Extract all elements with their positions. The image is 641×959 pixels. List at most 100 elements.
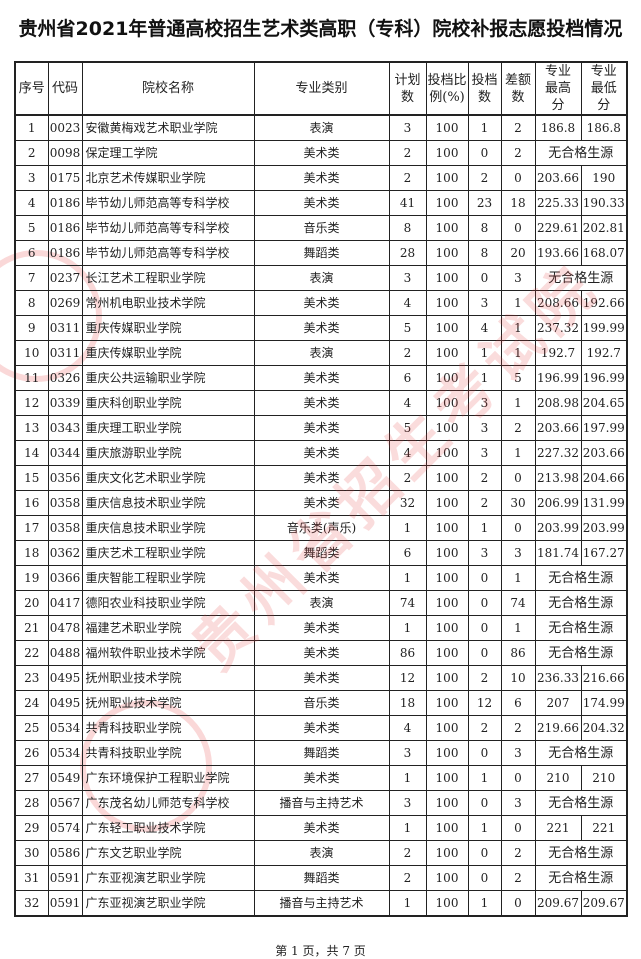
- table-cell: 0: [467, 590, 502, 616]
- table-cell: 0311: [47, 315, 83, 341]
- table-cell: 0237: [47, 265, 83, 291]
- table-cell: 0417: [47, 590, 83, 616]
- table-cell: 192.66: [580, 290, 628, 316]
- table-cell: 100: [425, 765, 469, 791]
- table-cell: 221: [580, 815, 628, 841]
- table-row: 11 0326 重庆公共运输职业学院 美术类 6 100 1 5 196.99 196.99: [14, 365, 628, 391]
- table-cell: 0339: [47, 390, 83, 416]
- table-cell: 共青科技职业学院: [81, 740, 255, 766]
- table-cell: 2: [500, 715, 536, 741]
- table-cell: 德阳农业科技职业学院: [81, 590, 255, 616]
- table-cell: 美术类: [253, 165, 390, 191]
- table-cell: 20: [500, 240, 536, 266]
- table-cell: 舞蹈类: [253, 740, 390, 766]
- table-row: 5 0186 毕节幼儿师范高等专科学校 音乐类 8 100 8 0 229.61 202.81: [14, 215, 628, 241]
- table-cell: 音乐类: [253, 690, 390, 716]
- table-row: 27 0549 广东环境保护工程职业学院 美术类 1 100 1 0 210 210: [14, 765, 628, 791]
- table-cell: 美术类: [253, 415, 390, 441]
- table-cell: 2: [14, 140, 49, 166]
- table-cell: 12: [467, 690, 502, 716]
- table-cell: 204.32: [580, 715, 628, 741]
- table-cell: 0358: [47, 490, 83, 516]
- table-row: 24 0495 抚州职业技术学院 音乐类 18 100 12 6 207 174.99: [14, 690, 628, 716]
- no-source-cell: 无合格生源: [534, 140, 628, 166]
- table-cell: 219.66: [534, 715, 582, 741]
- no-source-cell: 无合格生源: [534, 565, 628, 591]
- table-cell: 1: [467, 515, 502, 541]
- table-row: 17 0358 重庆信息技术职业学院 音乐类(声乐) 1 100 1 0 203.99 203.9…: [14, 515, 628, 541]
- table-cell: 100: [425, 690, 469, 716]
- table-cell: 29: [14, 815, 49, 841]
- table-cell: 0: [500, 165, 536, 191]
- table-cell: 100: [425, 114, 469, 141]
- table-row: 7 0237 长江艺术工程职业学院 表演 3 100 0 3 无合格生源: [14, 265, 628, 291]
- table-cell: 8: [467, 240, 502, 266]
- column-header: 序号: [14, 61, 49, 116]
- table-cell: 100: [425, 315, 469, 341]
- table-row: 19 0366 重庆智能工程职业学院 美术类 1 100 0 1 无合格生源: [14, 565, 628, 591]
- table-cell: 100: [425, 465, 469, 491]
- table-cell: 1: [467, 114, 502, 141]
- table-cell: 重庆艺术工程职业学院: [81, 540, 255, 566]
- table-cell: 0: [467, 565, 502, 591]
- table-cell: 3: [500, 790, 536, 816]
- table-cell: 3: [467, 540, 502, 566]
- table-row: 1 0023 安徽黄梅戏艺术职业学院 表演 3 100 1 2 186.8 186.8: [14, 114, 628, 141]
- table-cell: 0175: [47, 165, 83, 191]
- table-cell: 23: [14, 665, 49, 691]
- admission-table: 序号 代码 院校名称 专业类别 计划数 投档比例(%) 投档数 差额数 专业最高分 专业最低分 1…: [14, 61, 628, 917]
- table-cell: 抚州职业技术学院: [81, 665, 255, 691]
- page-footer: 第 1 页，共 7 页: [275, 944, 366, 958]
- table-cell: 0: [500, 515, 536, 541]
- table-cell: 7: [14, 265, 49, 291]
- table-cell: 203.66: [534, 165, 582, 191]
- table-cell: 美术类: [253, 640, 390, 666]
- no-source-cell: 无合格生源: [534, 640, 628, 666]
- table-cell: 237.32: [534, 315, 582, 341]
- table-row: 2 0098 保定理工学院 美术类 2 100 0 2 无合格生源: [14, 140, 628, 166]
- column-header: 院校名称: [81, 61, 255, 116]
- table-cell: 229.61: [534, 215, 582, 241]
- table-cell: 0269: [47, 290, 83, 316]
- table-cell: 4: [467, 315, 502, 341]
- table-cell: 重庆智能工程职业学院: [81, 565, 255, 591]
- table-cell: 0344: [47, 440, 83, 466]
- column-header: 差额数: [500, 61, 536, 116]
- no-source-cell: 无合格生源: [534, 615, 628, 641]
- table-cell: 209.67: [534, 890, 582, 917]
- table-cell: 1: [14, 114, 49, 141]
- table-cell: 0343: [47, 415, 83, 441]
- table-cell: 2: [467, 715, 502, 741]
- table-cell: 2: [388, 340, 427, 366]
- table-cell: 0326: [47, 365, 83, 391]
- table-cell: 23: [467, 190, 502, 216]
- table-cell: 74: [388, 590, 427, 616]
- table-row: 28 0567 广东茂名幼儿师范专科学校 播音与主持艺术 3 100 0 3 无合格生源: [14, 790, 628, 816]
- table-cell: 重庆信息技术职业学院: [81, 490, 255, 516]
- table-cell: 播音与主持艺术: [253, 890, 390, 917]
- table-cell: 美术类: [253, 365, 390, 391]
- table-cell: 美术类: [253, 190, 390, 216]
- table-row: 16 0358 重庆信息技术职业学院 美术类 32 100 2 30 206.99 131.99: [14, 490, 628, 516]
- table-cell: 3: [467, 415, 502, 441]
- table-cell: 重庆理工职业学院: [81, 415, 255, 441]
- table-cell: 100: [425, 415, 469, 441]
- table-cell: 100: [425, 340, 469, 366]
- table-cell: 9: [14, 315, 49, 341]
- table-cell: 北京艺术传媒职业学院: [81, 165, 255, 191]
- table-cell: 重庆公共运输职业学院: [81, 365, 255, 391]
- table-cell: 10: [500, 665, 536, 691]
- table-cell: 210: [580, 765, 628, 791]
- table-cell: 204.65: [580, 390, 628, 416]
- table-cell: 11: [14, 365, 49, 391]
- table-cell: 208.66: [534, 290, 582, 316]
- table-cell: 100: [425, 590, 469, 616]
- table-cell: 41: [388, 190, 427, 216]
- table-cell: 2: [467, 465, 502, 491]
- table-cell: 0: [467, 790, 502, 816]
- table-cell: 3: [388, 790, 427, 816]
- table-cell: 1: [388, 615, 427, 641]
- table-cell: 0534: [47, 715, 83, 741]
- table-cell: 196.99: [534, 365, 582, 391]
- table-cell: 30: [500, 490, 536, 516]
